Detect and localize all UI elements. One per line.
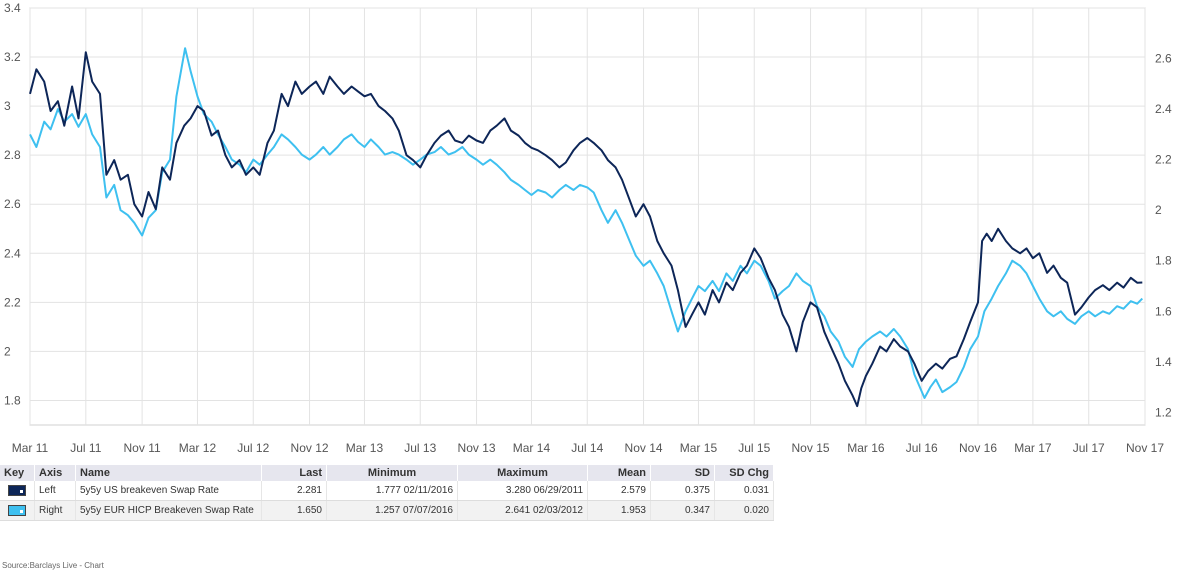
- right-axis-tick-label: 1.4: [1155, 355, 1172, 369]
- x-axis-tick-label: Jul 14: [571, 441, 603, 455]
- sd-chg-cell: 0.020: [714, 500, 774, 521]
- x-axis-tick-label: Jul 15: [738, 441, 770, 455]
- right-axis-tick-label: 2.6: [1155, 52, 1172, 66]
- x-axis-tick-label: Jul 12: [237, 441, 269, 455]
- right-axis-tick-label: 2: [1155, 203, 1162, 217]
- key-swatch-cell: [0, 481, 35, 501]
- minimum-cell: 1.777 02/11/2016: [326, 481, 458, 501]
- series-color-swatch: [8, 484, 26, 496]
- x-axis-tick-label: Nov 16: [959, 441, 997, 455]
- source-note: Source:Barclays Live - Chart: [2, 561, 104, 570]
- left-axis-tick-label: 3.4: [4, 1, 21, 15]
- maximum-cell: 3.280 06/29/2011: [457, 481, 588, 501]
- table-row: Right 5y5y EUR HICP Breakeven Swap Rate …: [0, 500, 774, 521]
- x-axis-tick-label: Nov 17: [1126, 441, 1164, 455]
- x-axis-tick-label: Mar 12: [179, 441, 217, 455]
- header-sd: SD: [650, 465, 715, 481]
- x-axis-tick-label: Mar 17: [1014, 441, 1052, 455]
- series-stats-table: Key Axis Name Last Minimum Maximum Mean …: [0, 465, 774, 521]
- x-axis-tick-label: Jul 16: [906, 441, 938, 455]
- x-axis-tick-label: Nov 12: [291, 441, 329, 455]
- name-cell: 5y5y US breakeven Swap Rate: [75, 481, 262, 501]
- left-axis-tick-label: 1.8: [4, 393, 21, 407]
- left-y-axis: 1.8 2 2.2 2.4 2.6 2.8 3 3.2 3.4: [4, 1, 21, 407]
- mean-cell: 1.953: [587, 500, 651, 521]
- right-axis-tick-label: 1.6: [1155, 304, 1172, 318]
- right-axis-tick-label: 2.2: [1155, 153, 1172, 167]
- right-axis-tick-label: 1.8: [1155, 254, 1172, 268]
- x-axis: Mar 11 Jul 11 Nov 11 Mar 12 Jul 12 Nov 12 Mar …: [12, 441, 1165, 455]
- x-axis-tick-label: Mar 13: [346, 441, 384, 455]
- left-axis-tick-label: 2: [4, 344, 11, 358]
- left-axis-tick-label: 2.8: [4, 148, 21, 162]
- x-axis-tick-label: Jul 17: [1073, 441, 1105, 455]
- left-axis-tick-label: 2.6: [4, 197, 21, 211]
- x-axis-tick-label: Mar 14: [513, 441, 551, 455]
- maximum-cell: 2.641 02/03/2012: [457, 500, 588, 521]
- last-cell: 1.650: [261, 500, 327, 521]
- sd-chg-cell: 0.031: [714, 481, 774, 501]
- x-axis-tick-label: Mar 16: [847, 441, 885, 455]
- left-axis-tick-label: 2.2: [4, 295, 21, 309]
- left-axis-tick-label: 3: [4, 99, 11, 113]
- header-maximum: Maximum: [457, 465, 588, 481]
- name-cell: 5y5y EUR HICP Breakeven Swap Rate: [75, 500, 262, 521]
- sd-cell: 0.347: [650, 500, 715, 521]
- last-cell: 2.281: [261, 481, 327, 501]
- axis-cell: Right: [34, 500, 76, 521]
- series-line-eur-hicp-breakeven: [29, 47, 1144, 399]
- header-minimum: Minimum: [326, 465, 458, 481]
- line-chart: 1.8 2 2.2 2.4 2.6 2.8 3 3.2 3.4 1.2 1.4 1.6 1.8 2 2.2…: [4, 1, 1172, 455]
- header-name: Name: [75, 465, 262, 481]
- right-axis-tick-label: 1.2: [1155, 405, 1172, 419]
- x-axis-tick-label: Mar 15: [680, 441, 718, 455]
- series-color-swatch: [8, 504, 26, 516]
- header-sd-chg: SD Chg: [714, 465, 774, 481]
- series-line-us-breakeven: [29, 51, 1143, 408]
- header-last: Last: [261, 465, 327, 481]
- header-mean: Mean: [587, 465, 651, 481]
- minimum-cell: 1.257 07/07/2016: [326, 500, 458, 521]
- header-key: Key: [0, 465, 35, 481]
- header-axis: Axis: [34, 465, 76, 481]
- series-layer: [29, 47, 1144, 408]
- x-axis-tick-label: Jul 11: [70, 441, 101, 455]
- table-header-row: Key Axis Name Last Minimum Maximum Mean …: [0, 465, 774, 481]
- x-axis-tick-label: Nov 11: [124, 441, 161, 455]
- x-axis-tick-label: Nov 15: [792, 441, 830, 455]
- x-axis-tick-label: Jul 13: [404, 441, 436, 455]
- x-axis-tick-label: Mar 11: [12, 441, 49, 455]
- x-axis-tick-label: Nov 13: [458, 441, 496, 455]
- chart-grid: [29, 7, 1146, 426]
- mean-cell: 2.579: [587, 481, 651, 501]
- left-axis-tick-label: 2.4: [4, 246, 21, 260]
- left-axis-tick-label: 3.2: [4, 50, 21, 64]
- table-row: Left 5y5y US breakeven Swap Rate 2.281 1…: [0, 481, 774, 501]
- right-y-axis: 1.2 1.4 1.6 1.8 2 2.2 2.4 2.6: [1155, 52, 1172, 420]
- axis-cell: Left: [34, 481, 76, 501]
- sd-cell: 0.375: [650, 481, 715, 501]
- right-axis-tick-label: 2.4: [1155, 102, 1172, 116]
- key-swatch-cell: [0, 500, 35, 521]
- x-axis-tick-label: Nov 14: [625, 441, 663, 455]
